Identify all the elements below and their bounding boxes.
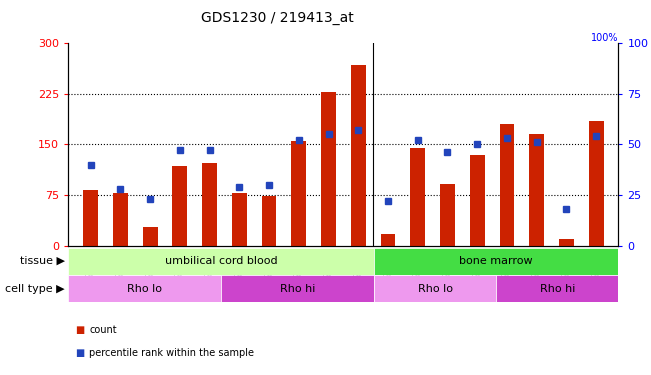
Bar	[351, 65, 366, 246]
Bar	[321, 92, 336, 246]
Bar	[499, 124, 514, 246]
Text: Rho lo: Rho lo	[127, 284, 162, 294]
Bar	[410, 148, 425, 246]
Text: Rho hi: Rho hi	[280, 284, 315, 294]
Text: GDS1230 / 219413_at: GDS1230 / 219413_at	[201, 11, 353, 25]
Bar	[496, 275, 618, 302]
Bar	[381, 234, 395, 246]
Bar	[559, 239, 574, 246]
Text: umbilical cord blood: umbilical cord blood	[165, 256, 277, 266]
Text: tissue ▶: tissue ▶	[20, 256, 65, 266]
Bar	[202, 163, 217, 246]
Bar	[470, 154, 484, 246]
Text: bone marrow: bone marrow	[460, 256, 533, 266]
Bar	[143, 227, 158, 246]
Bar	[221, 275, 374, 302]
Bar	[83, 190, 98, 246]
Text: cell type ▶: cell type ▶	[5, 284, 65, 294]
Bar	[232, 193, 247, 246]
Bar	[262, 196, 277, 246]
Bar	[374, 248, 618, 274]
Text: ■: ■	[75, 348, 84, 358]
Bar	[68, 248, 374, 274]
Text: 100%: 100%	[591, 33, 618, 43]
Bar	[292, 141, 306, 246]
Text: count: count	[89, 326, 117, 335]
Text: percentile rank within the sample: percentile rank within the sample	[89, 348, 254, 358]
Bar	[113, 193, 128, 246]
Text: Rho lo: Rho lo	[417, 284, 452, 294]
Bar	[440, 183, 455, 246]
Bar	[529, 134, 544, 246]
Text: ■: ■	[75, 326, 84, 335]
Bar	[173, 166, 187, 246]
Bar	[68, 275, 221, 302]
Bar	[374, 275, 496, 302]
Text: Rho hi: Rho hi	[540, 284, 575, 294]
Bar	[589, 121, 603, 246]
